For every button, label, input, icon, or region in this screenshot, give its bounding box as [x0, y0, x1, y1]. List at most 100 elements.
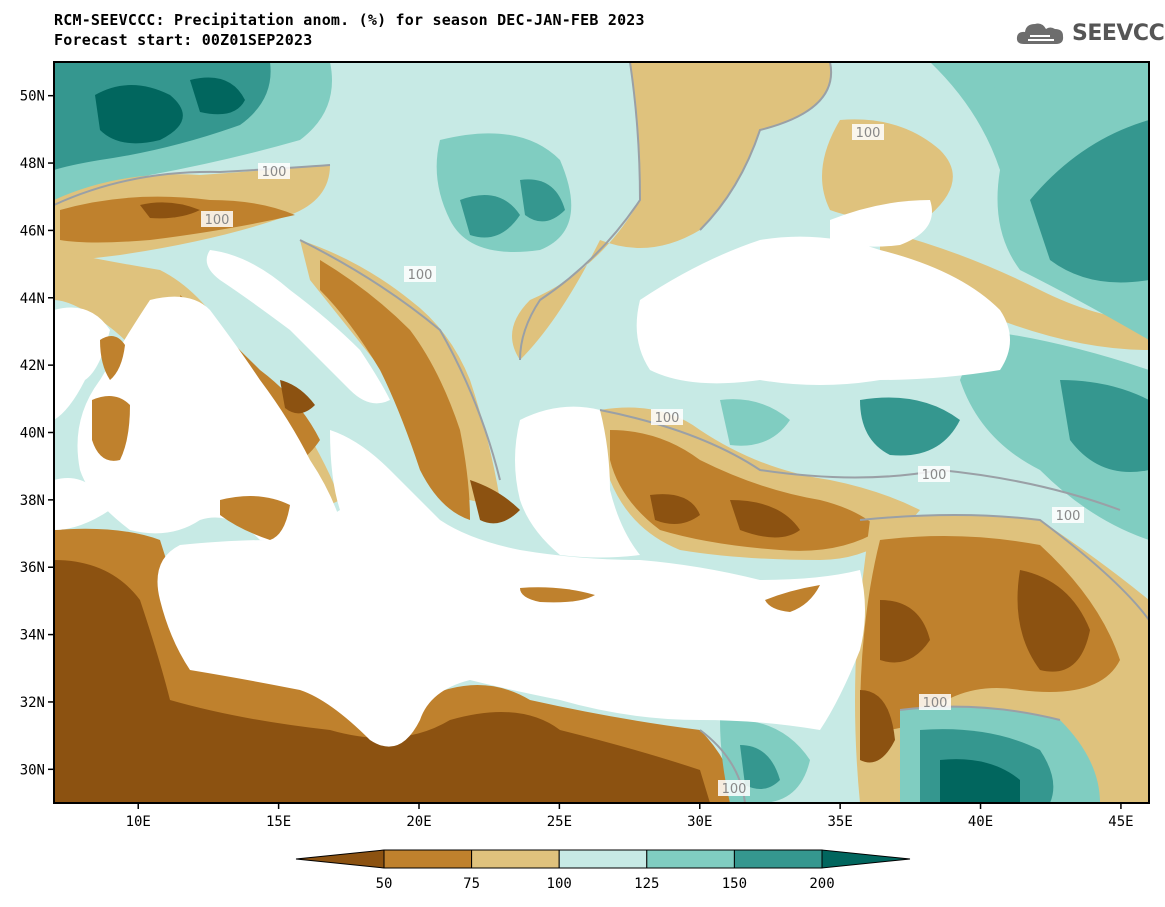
- field-below-50-italy: [280, 380, 315, 414]
- y-tick-label: 44N: [20, 291, 45, 307]
- island-cyprus: [765, 585, 820, 612]
- island-sardinia: [92, 396, 130, 461]
- sea-tyrrhenian: [77, 296, 340, 541]
- contour-label: 100: [722, 782, 747, 797]
- field-75-100-caucasus: [880, 230, 1149, 350]
- field-50-75-alps: [60, 196, 295, 243]
- colorbar-label: 75: [463, 876, 480, 892]
- y-tick-label: 30N: [20, 762, 45, 778]
- x-tick-label: 25E: [547, 814, 572, 830]
- field-150-200-east: [1030, 120, 1149, 283]
- x-tick-label: 35E: [828, 814, 853, 830]
- field-150-200-anatolia: [860, 397, 960, 456]
- contour-label-bg: [919, 694, 951, 710]
- colorbar-segment: [558, 849, 648, 869]
- sea-aegean: [515, 406, 640, 558]
- title-line-2: Forecast start: 00Z01SEP2023: [54, 31, 313, 49]
- contour-label-bg: [852, 124, 884, 140]
- contour-label-bg: [651, 409, 683, 425]
- x-tick-label: 40E: [968, 814, 993, 830]
- x-tick-label: 10E: [126, 814, 151, 830]
- contour-label: 100: [923, 696, 948, 711]
- field-125-150-anatolia-w: [720, 399, 790, 446]
- field-75-100-ukraine: [512, 62, 832, 360]
- sea-central-med: [157, 430, 865, 747]
- contour-label-bg: [918, 466, 950, 482]
- y-tick-label: 34N: [20, 628, 45, 644]
- sea-black-sea: [636, 236, 1010, 385]
- y-tick-label: 48N: [20, 156, 45, 172]
- field-below-50-africa: [54, 560, 710, 803]
- y-tick-label: 32N: [20, 695, 45, 711]
- x-tick-label: 30E: [687, 814, 712, 830]
- contour-label: 100: [1056, 509, 1081, 524]
- colorbar-segment: [471, 849, 560, 869]
- y-tick-label: 36N: [20, 560, 45, 576]
- contour-100: [54, 62, 1149, 803]
- y-tick-label: 38N: [20, 493, 45, 509]
- colorbar-triangle-high: [821, 849, 911, 869]
- x-tick-label: 15E: [266, 814, 291, 830]
- logo-text: SEEVCCC: [1072, 20, 1165, 46]
- field-150-200-carpath2: [520, 179, 565, 222]
- field-125-150-ne: [960, 62, 1080, 90]
- x-axis: 10E 15E 20E 25E 30E 35E 40E 45E: [126, 803, 1134, 830]
- field-50-75-balkans: [320, 260, 470, 520]
- seevccc-logo: SEEVCCC: [1016, 20, 1165, 46]
- colorbar-segment: [733, 849, 823, 869]
- map-field: [54, 62, 1149, 803]
- contour-label-bg: [201, 211, 233, 227]
- colorbar-triangle-low: [295, 849, 385, 869]
- colorbar-segment: [383, 849, 473, 869]
- field-below-50-alps: [140, 202, 200, 219]
- field-125-150-anatolia-e: [960, 330, 1149, 540]
- y-tick-label: 42N: [20, 358, 45, 374]
- colorbar-label: 125: [634, 876, 659, 892]
- y-tick-label: 46N: [20, 223, 45, 239]
- island-sicily: [220, 496, 290, 540]
- field-above-200-arabia: [940, 759, 1020, 803]
- field-below-50-jordan: [860, 690, 895, 763]
- colorbar: 50 75 100 125 150 200: [295, 849, 911, 892]
- colorbar-label: 150: [722, 876, 747, 892]
- contour-label-bg: [1052, 507, 1084, 523]
- chart-title: RCM-SEEVCCC: Precipitation anom. (%) for…: [54, 10, 645, 50]
- contour-label-bg: [718, 780, 750, 796]
- contour-label: 100: [262, 165, 287, 180]
- field-75-100-crimea: [822, 119, 953, 219]
- island-corsica: [100, 336, 125, 380]
- sea-adriatic: [206, 250, 390, 404]
- sea-azov: [830, 200, 932, 247]
- field-below-50-greece: [470, 480, 520, 524]
- x-tick-label: 45E: [1108, 814, 1133, 830]
- contour-label: 100: [205, 213, 230, 228]
- colorbar-segment: [646, 849, 735, 869]
- colorbar-label: 200: [809, 876, 834, 892]
- island-crete: [520, 587, 595, 603]
- field-below-50-anatolia2: [730, 500, 800, 538]
- x-tick-label: 20E: [406, 814, 431, 830]
- field-below-50-anatolia: [650, 494, 700, 524]
- cloud-icon: [1016, 23, 1064, 44]
- contour-labels: 100 100 100 100 100 100 100 100 100: [201, 124, 1084, 797]
- y-tick-label: 50N: [20, 89, 45, 105]
- y-axis: 50N 48N 46N 44N 42N 40N 38N 36N 34N 32N 30N: [20, 89, 54, 778]
- contour-label-bg: [404, 266, 436, 282]
- contour-label: 100: [408, 268, 433, 283]
- field-150-200-carpath: [460, 195, 520, 238]
- contour-label: 100: [922, 468, 947, 483]
- field-150-200-sinai: [740, 745, 780, 789]
- field-below-50-syria: [1017, 570, 1090, 672]
- title-line-1: RCM-SEEVCCC: Precipitation anom. (%) for…: [54, 11, 645, 29]
- sea-ligurian: [54, 307, 110, 420]
- sea-west-med: [54, 478, 110, 530]
- contour-label: 100: [856, 126, 881, 141]
- colorbar-label: 50: [376, 876, 393, 892]
- colorbar-label: 100: [547, 876, 572, 892]
- contour-label: 100: [655, 411, 680, 426]
- field-150-200-anatolia-e: [1060, 380, 1149, 472]
- contour-label-bg: [258, 163, 290, 179]
- y-tick-label: 40N: [20, 426, 45, 442]
- field-below-50-lebanon: [880, 600, 930, 663]
